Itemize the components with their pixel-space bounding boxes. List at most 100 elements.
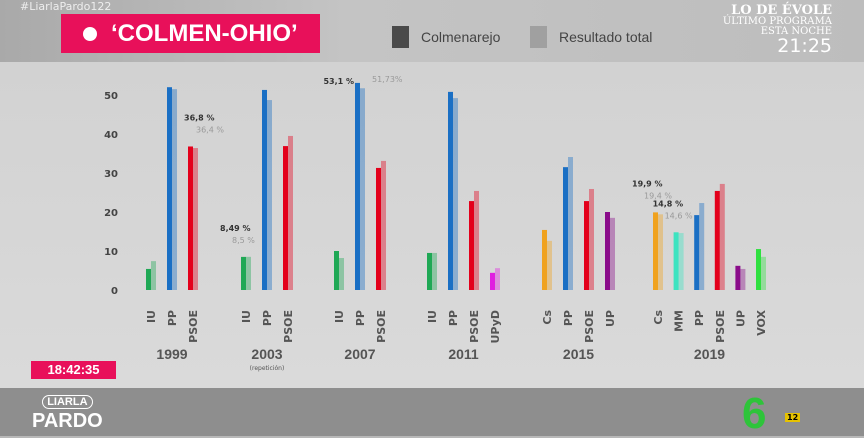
bar-total xyxy=(288,135,293,290)
data-label-colmenarejo: 36,8 % xyxy=(184,113,215,122)
party-label: MM xyxy=(673,310,686,332)
bar-total xyxy=(719,183,725,290)
y-tick-label: 10 xyxy=(104,247,118,258)
bar-colmenarejo xyxy=(673,232,679,290)
bar-colmenarejo xyxy=(427,252,432,290)
party-label: UPyD xyxy=(489,310,502,344)
data-label-total: 19,4 % xyxy=(644,191,672,200)
title-text: ‘COLMEN-OHIO’ xyxy=(111,19,298,47)
bar-total xyxy=(740,268,746,290)
bar-total xyxy=(699,203,705,290)
party-label: Cs xyxy=(541,310,554,325)
year-label: 2015 xyxy=(563,346,594,362)
bar-colmenarejo xyxy=(653,212,658,290)
bar-colmenarejo xyxy=(241,256,246,290)
year-label: 2003 xyxy=(251,346,282,362)
bar-total xyxy=(267,100,272,290)
year-label: 2019 xyxy=(694,346,725,362)
bar-total xyxy=(432,252,437,290)
data-label-total: 51,73% xyxy=(372,75,403,84)
party-label: VOX xyxy=(755,309,768,335)
bar-colmenarejo xyxy=(355,82,360,290)
bar-colmenarejo xyxy=(448,91,453,290)
data-label-colmenarejo: 8,49 % xyxy=(220,224,251,233)
bar-total xyxy=(547,240,552,290)
promo-line2: ÚLTIMO PROGRAMA xyxy=(722,16,832,27)
bar-total xyxy=(589,188,594,290)
year-note: (repetición) xyxy=(250,365,285,372)
bar-total xyxy=(610,217,615,290)
promo: LO DE ÉVOLE ÚLTIMO PROGRAMA ESTA NOCHE 2… xyxy=(723,4,832,56)
bar-colmenarejo xyxy=(542,229,547,290)
y-tick-label: 40 xyxy=(104,130,118,141)
clock: 18:42:35 xyxy=(31,361,116,379)
year-label: 2011 xyxy=(448,346,479,362)
bar-total xyxy=(658,214,663,290)
party-label: PSOE xyxy=(468,310,481,343)
party-label: IU xyxy=(426,310,439,323)
channel-logo: 6 xyxy=(742,389,767,438)
hashtag: #LiarlaPardo122 xyxy=(20,0,112,13)
party-label: PSOE xyxy=(282,310,295,343)
party-label: PSOE xyxy=(714,310,727,343)
y-tick-label: 0 xyxy=(111,286,118,297)
party-label: IU xyxy=(333,310,346,323)
y-tick-label: 50 xyxy=(104,91,118,102)
bar-total xyxy=(474,190,479,290)
bar-total xyxy=(761,256,766,290)
data-label-total: 8,5 % xyxy=(232,236,255,245)
bar-total xyxy=(360,88,365,291)
bar-colmenarejo xyxy=(563,167,568,290)
bar-colmenarejo xyxy=(490,272,495,290)
bullet-icon xyxy=(83,26,97,41)
party-label: Cs xyxy=(652,310,665,325)
bar-colmenarejo xyxy=(334,251,339,290)
bar-colmenarejo xyxy=(167,87,172,290)
bar-colmenarejo xyxy=(146,268,151,290)
bar-colmenarejo xyxy=(584,201,589,290)
bar-total xyxy=(568,157,573,290)
year-label: 2007 xyxy=(344,346,375,362)
bar-total xyxy=(381,160,386,290)
legend-colmenarejo: Colmenarejo xyxy=(392,26,500,48)
party-label: PSOE xyxy=(583,310,596,343)
party-label: PP xyxy=(166,310,179,326)
legend-label: Colmenarejo xyxy=(421,29,501,45)
logo-top: LIARLA xyxy=(42,395,93,409)
promo-show: LO DE ÉVOLE xyxy=(731,3,832,18)
data-label-colmenarejo: 14,8 % xyxy=(653,199,684,208)
bar-colmenarejo xyxy=(605,212,610,290)
party-label: UP xyxy=(734,310,747,327)
bar-colmenarejo xyxy=(735,265,741,290)
party-label: PP xyxy=(693,310,706,326)
party-label: IU xyxy=(145,310,158,323)
bar-colmenarejo xyxy=(376,167,381,290)
bar-colmenarejo xyxy=(756,249,761,290)
year-label: 1999 xyxy=(156,346,187,362)
data-label-colmenarejo: 53,1 % xyxy=(323,77,354,86)
bar-total xyxy=(151,261,156,290)
bar-total xyxy=(495,268,500,290)
party-label: PSOE xyxy=(187,310,200,343)
legend-swatch xyxy=(530,26,547,48)
party-label: PP xyxy=(354,310,367,326)
legend-swatch xyxy=(392,26,409,48)
bar-total xyxy=(172,89,177,291)
bar-total xyxy=(678,233,684,290)
age-rating: 12 xyxy=(785,413,801,422)
bar-colmenarejo xyxy=(714,190,720,290)
legend-label: Resultado total xyxy=(559,29,653,45)
party-label: UP xyxy=(604,310,617,327)
data-label-colmenarejo: 19,9 % xyxy=(632,179,663,188)
bar-total xyxy=(193,148,198,290)
bar-colmenarejo xyxy=(262,89,267,291)
party-label: PP xyxy=(447,310,460,326)
party-label: PP xyxy=(562,310,575,326)
promo-line3: ESTA NOCHE xyxy=(760,26,832,37)
bar-colmenarejo xyxy=(694,215,700,290)
party-label: PP xyxy=(261,310,274,326)
bar-total xyxy=(246,256,251,290)
chart-title: ‘COLMEN-OHIO’ xyxy=(61,14,320,53)
bar-colmenarejo xyxy=(469,201,474,290)
